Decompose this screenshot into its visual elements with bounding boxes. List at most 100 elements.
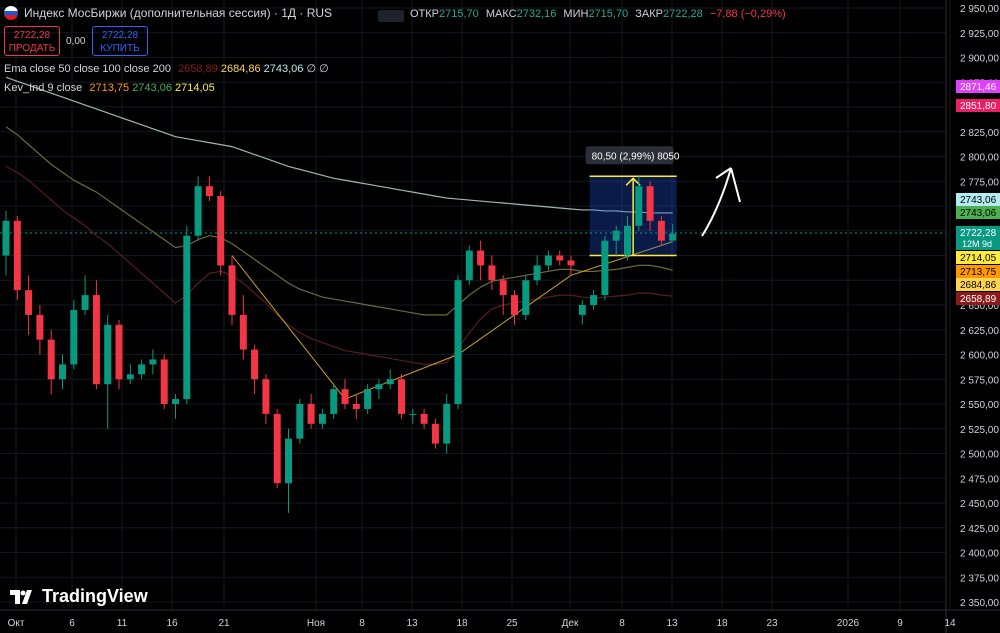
time-axis-label: 14 bbox=[944, 618, 956, 629]
price-tag bbox=[956, 265, 1000, 278]
price-axis-label: 2 925,00 bbox=[960, 29, 999, 40]
time-axis-label: 2026 bbox=[837, 618, 860, 629]
candle-body bbox=[669, 233, 677, 241]
time-axis-label: 9 bbox=[897, 618, 903, 629]
low-value: 2715,70 bbox=[588, 8, 629, 20]
price-tag bbox=[956, 80, 1000, 93]
candle-body bbox=[533, 265, 541, 281]
candle-body bbox=[578, 305, 586, 315]
indicator-value: 2658,89 bbox=[178, 63, 218, 75]
time-axis-label: 8 bbox=[359, 618, 365, 629]
candle-body bbox=[262, 379, 270, 414]
indicator-value: 2743,06 bbox=[263, 63, 304, 75]
candle-body bbox=[13, 220, 21, 291]
price-tag bbox=[956, 251, 1000, 264]
price-tag-sub: 12M 9d bbox=[962, 239, 992, 249]
tradingview-logo[interactable]: TradingView bbox=[10, 586, 148, 607]
candle-body bbox=[624, 225, 631, 256]
measure-label-box bbox=[585, 146, 674, 165]
candle-body bbox=[522, 280, 530, 315]
candle-body bbox=[92, 295, 100, 385]
candle-body bbox=[431, 423, 439, 444]
candle-body bbox=[25, 290, 33, 315]
price-tag-label: 2722,28 bbox=[960, 228, 997, 239]
price-axis-label: 2 800,00 bbox=[960, 153, 999, 164]
change-value: −7,88 (−0,29%) bbox=[709, 8, 786, 20]
price-tag-label: 2871,46 bbox=[960, 82, 997, 93]
price-axis-label: 2 475,00 bbox=[960, 474, 999, 485]
time-axis-label: 8 bbox=[619, 618, 625, 629]
indicator-name: Kev_Ind 9 close bbox=[4, 82, 83, 94]
indicator-ema[interactable]: Ema close 50 close 100 close 200 2658,89… bbox=[4, 62, 329, 75]
visibility-toggle-icon[interactable] bbox=[378, 10, 404, 22]
price-axis-label: 2 500,00 bbox=[960, 450, 999, 461]
time-axis-label: 13 bbox=[406, 618, 418, 629]
time-axis-label: Ноя bbox=[307, 618, 325, 629]
candle-body bbox=[115, 324, 123, 380]
open-value: 2715,70 bbox=[439, 8, 479, 20]
candle-body bbox=[420, 413, 428, 424]
price-axis-label: 2 375,00 bbox=[960, 573, 999, 584]
price-tag-label: 2743,06 bbox=[960, 208, 997, 219]
ema100-line bbox=[5, 126, 673, 316]
candle-body bbox=[601, 240, 609, 296]
price-axis-label: 2 525,00 bbox=[960, 425, 999, 436]
price-axis-label: 2 775,00 bbox=[960, 177, 999, 188]
candle-body bbox=[205, 186, 213, 197]
time-axis-label: 21 bbox=[218, 618, 230, 629]
candle-body bbox=[544, 255, 552, 266]
candle-body bbox=[499, 280, 507, 296]
candle-body bbox=[126, 374, 134, 380]
candle-body bbox=[567, 260, 575, 266]
candle-body bbox=[511, 295, 518, 315]
buy-button[interactable]: 2722,28 КУПИТЬ bbox=[92, 26, 148, 56]
symbol-header: Индекс МосБиржи (дополнительная сессия) … bbox=[4, 6, 332, 20]
time-axis-label: 6 bbox=[69, 618, 75, 629]
candle-body bbox=[36, 314, 44, 340]
indicator-value: ∅ bbox=[306, 63, 317, 75]
price-axis-label: 2 450,00 bbox=[960, 499, 999, 510]
candle-body bbox=[465, 250, 473, 281]
candle-body bbox=[285, 438, 292, 484]
price-tag-label: 2684,86 bbox=[960, 280, 997, 291]
price-tag bbox=[956, 193, 1000, 206]
open-label: ОТКР bbox=[410, 8, 440, 20]
tradingview-logo-icon bbox=[10, 589, 32, 604]
candle-body bbox=[172, 399, 179, 404]
candle-body bbox=[477, 250, 485, 266]
candle-body bbox=[307, 404, 315, 424]
symbol-title[interactable]: Индекс МосБиржи (дополнительная сессия) … bbox=[24, 6, 333, 20]
candle-body bbox=[318, 413, 326, 424]
indicator-kev[interactable]: Kev_Ind 9 close 2713,75 2743,06 2714,05 bbox=[4, 82, 215, 94]
brand-name: TradingView bbox=[42, 586, 148, 606]
indicator-name: Ema close 50 close 100 close 200 bbox=[4, 63, 171, 75]
candle-body bbox=[556, 255, 564, 261]
high-label: МАКС bbox=[485, 8, 517, 20]
time-axis-label: 18 bbox=[456, 618, 468, 629]
chart-grid bbox=[0, 0, 951, 610]
candle-body bbox=[2, 220, 10, 256]
sell-price: 2722,28 bbox=[13, 30, 51, 41]
price-axis-label: 2 425,00 bbox=[960, 524, 999, 535]
price-axis-label: 2 575,00 bbox=[960, 375, 999, 386]
candle-body bbox=[488, 265, 496, 281]
candle-body bbox=[341, 389, 349, 404]
candle-body bbox=[251, 349, 259, 380]
close-label: ЗАКР bbox=[635, 8, 663, 20]
sell-button[interactable]: 2722,28 ПРОДАТЬ bbox=[4, 26, 60, 56]
price-tag-label: 2658,89 bbox=[960, 294, 997, 305]
buy-label: КУПИТЬ bbox=[100, 43, 140, 54]
close-value: 2722,28 bbox=[663, 8, 703, 20]
hand-drawn-arrow bbox=[701, 167, 741, 237]
price-tag-label: 2714,05 bbox=[960, 253, 997, 264]
price-tag-label: 2713,75 bbox=[960, 267, 997, 278]
time-axis-label: Окт bbox=[8, 618, 25, 629]
price-axis-label: 2 550,00 bbox=[960, 400, 999, 411]
ema50-line bbox=[5, 165, 673, 365]
price-tag bbox=[956, 226, 1000, 250]
price-tag bbox=[956, 206, 1000, 219]
time-axis-label: 11 bbox=[117, 618, 128, 629]
spread-value: 0,00 bbox=[66, 36, 86, 47]
